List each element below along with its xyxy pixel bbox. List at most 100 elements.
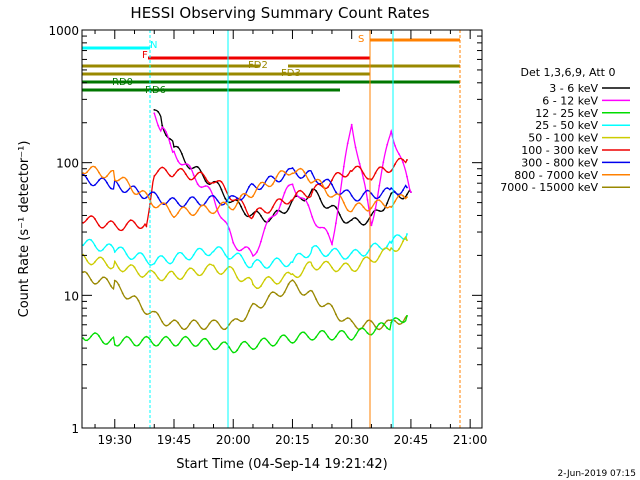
flag-label: S	[358, 34, 364, 45]
y-tick-label: 1000	[48, 24, 79, 38]
data-point	[90, 215, 92, 217]
data-point	[208, 342, 211, 345]
data-point	[117, 283, 120, 286]
data-point	[196, 322, 199, 324]
data-point	[275, 293, 278, 296]
flag-label: FD3	[281, 68, 301, 79]
data-point	[98, 256, 100, 259]
data-point	[102, 176, 104, 179]
data-point	[358, 328, 361, 331]
data-point	[200, 248, 203, 251]
data-point	[90, 183, 92, 186]
plot-frame	[81, 29, 483, 429]
data-point	[342, 175, 345, 178]
data-point	[224, 220, 227, 223]
data-point	[362, 193, 365, 195]
data-point	[240, 280, 243, 283]
data-point	[121, 176, 124, 179]
chart-title: HESSI Observing Summary Count Rates	[130, 4, 429, 22]
data-point	[204, 337, 207, 340]
data-point	[133, 295, 136, 297]
legend-label: 800 - 7000 keV	[514, 169, 598, 182]
data-point	[406, 175, 408, 178]
data-point	[106, 264, 108, 266]
data-point	[358, 166, 361, 169]
data-point	[291, 167, 294, 169]
data-point	[173, 319, 175, 322]
data-point	[224, 201, 227, 204]
data-point	[145, 313, 148, 315]
data-point	[90, 335, 92, 338]
data-point	[188, 339, 191, 342]
data-point	[113, 223, 116, 226]
data-point	[248, 215, 250, 217]
data-point	[263, 220, 266, 223]
data-point	[386, 247, 389, 250]
data-point	[382, 203, 385, 206]
data-point	[196, 209, 199, 212]
data-point	[224, 341, 227, 344]
data-point	[279, 170, 282, 173]
data-point	[169, 262, 172, 265]
data-point	[181, 153, 183, 155]
data-point	[181, 163, 183, 166]
data-point	[370, 320, 373, 323]
data-point	[307, 261, 310, 264]
data-point	[137, 226, 140, 229]
data-point	[244, 340, 247, 343]
data-point	[86, 177, 88, 180]
data-point	[362, 255, 365, 257]
data-point	[271, 291, 274, 293]
data-point	[196, 172, 199, 175]
data-point	[287, 202, 290, 205]
data-point	[224, 188, 227, 190]
data-point	[319, 197, 321, 200]
data-point	[157, 170, 160, 172]
data-point	[157, 344, 160, 346]
data-point	[216, 246, 219, 249]
data-point	[327, 232, 329, 235]
data-point	[98, 179, 100, 182]
data-point	[335, 172, 337, 175]
data-point	[263, 210, 266, 213]
data-point	[323, 227, 325, 229]
data-point	[181, 252, 183, 255]
data-point	[331, 266, 333, 269]
data-point	[165, 134, 168, 137]
data-point	[319, 226, 321, 229]
data-point	[216, 199, 219, 202]
data-point	[374, 172, 377, 175]
legend-header: Det 1,3,6,9, Att 0	[521, 66, 616, 79]
data-point	[271, 215, 274, 218]
data-point	[177, 252, 179, 255]
data-point	[121, 247, 124, 250]
data-point	[184, 173, 187, 176]
x-tick-label: 20:45	[394, 433, 429, 447]
data-point	[188, 322, 191, 325]
data-point	[386, 187, 389, 189]
data-point	[267, 266, 270, 269]
data-point	[192, 214, 195, 217]
data-point	[350, 251, 353, 254]
data-point	[327, 194, 329, 197]
data-point	[90, 279, 92, 281]
data-point	[228, 196, 231, 199]
data-point	[248, 247, 250, 250]
data-point	[216, 208, 219, 211]
data-point	[402, 189, 404, 192]
data-point	[263, 278, 266, 281]
data-point	[212, 181, 215, 184]
data-point	[366, 256, 369, 259]
data-point	[354, 325, 357, 328]
data-point	[323, 186, 325, 189]
data-point	[204, 327, 207, 330]
data-point	[196, 248, 199, 251]
data-point	[133, 185, 136, 188]
data-point	[390, 130, 393, 133]
data-point	[402, 240, 404, 243]
data-point	[390, 242, 393, 244]
data-point	[109, 220, 112, 222]
data-point	[232, 268, 235, 271]
data-point	[98, 171, 100, 174]
data-point	[323, 261, 325, 264]
